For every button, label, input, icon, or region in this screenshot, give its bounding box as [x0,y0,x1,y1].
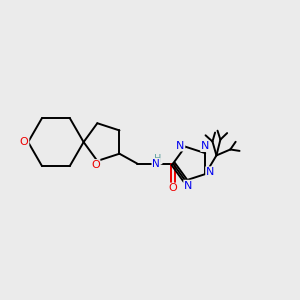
Text: O: O [169,183,177,194]
Text: O: O [91,160,100,170]
Text: N: N [152,159,160,169]
Text: N: N [184,181,192,190]
Text: H: H [154,154,162,164]
Text: O: O [20,137,28,147]
Text: N: N [206,167,214,177]
Text: N: N [201,141,209,151]
Text: N: N [176,141,184,151]
